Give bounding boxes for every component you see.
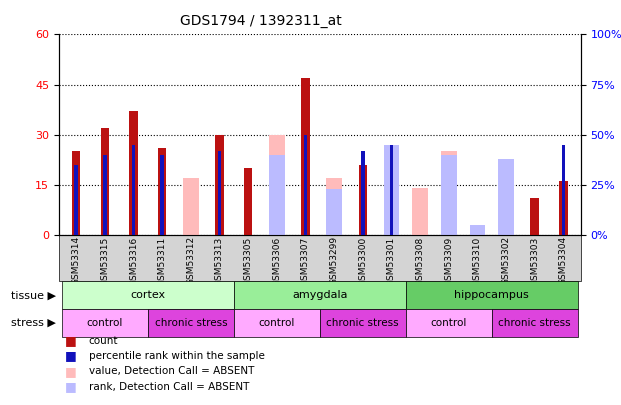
Bar xyxy=(498,159,514,235)
Bar xyxy=(387,161,396,235)
Text: stress ▶: stress ▶ xyxy=(11,318,56,328)
Bar xyxy=(498,161,514,235)
Bar xyxy=(132,145,135,235)
Bar xyxy=(358,165,367,235)
Text: chronic stress: chronic stress xyxy=(327,318,399,328)
Bar xyxy=(304,134,307,235)
Text: hippocampus: hippocampus xyxy=(455,290,529,300)
Bar xyxy=(412,188,428,235)
Bar xyxy=(75,165,78,235)
Bar xyxy=(72,151,81,235)
Text: control: control xyxy=(430,318,467,328)
Text: ■: ■ xyxy=(65,334,77,347)
Bar xyxy=(562,145,565,235)
Bar xyxy=(269,134,284,235)
Bar xyxy=(559,181,568,235)
Bar xyxy=(160,155,164,235)
Bar xyxy=(390,145,393,235)
Bar xyxy=(441,151,456,235)
Text: percentile rank within the sample: percentile rank within the sample xyxy=(89,351,265,361)
Bar xyxy=(469,225,486,235)
Text: rank, Detection Call = ABSENT: rank, Detection Call = ABSENT xyxy=(89,382,249,392)
Bar xyxy=(129,111,138,235)
Bar xyxy=(215,134,224,235)
Bar xyxy=(361,151,365,235)
Text: tissue ▶: tissue ▶ xyxy=(11,290,56,300)
Text: cortex: cortex xyxy=(130,290,165,300)
Bar xyxy=(103,155,107,235)
Bar xyxy=(244,168,253,235)
Text: value, Detection Call = ABSENT: value, Detection Call = ABSENT xyxy=(89,367,254,376)
Bar xyxy=(183,178,199,235)
Bar xyxy=(218,151,221,235)
Text: control: control xyxy=(87,318,123,328)
Bar xyxy=(301,78,310,235)
Text: ■: ■ xyxy=(65,365,77,378)
Bar xyxy=(269,155,284,235)
Text: count: count xyxy=(89,336,119,345)
Bar xyxy=(530,198,539,235)
Text: ■: ■ xyxy=(65,380,77,393)
Bar xyxy=(326,189,342,235)
Text: amygdala: amygdala xyxy=(292,290,348,300)
Text: GDS1794 / 1392311_at: GDS1794 / 1392311_at xyxy=(180,14,342,28)
Bar xyxy=(384,145,399,235)
Bar xyxy=(101,128,109,235)
Bar xyxy=(384,145,399,235)
Bar xyxy=(441,155,456,235)
Text: control: control xyxy=(258,318,295,328)
Text: ■: ■ xyxy=(65,350,77,362)
Bar xyxy=(326,178,342,235)
Text: chronic stress: chronic stress xyxy=(499,318,571,328)
Text: chronic stress: chronic stress xyxy=(155,318,227,328)
Bar xyxy=(158,148,166,235)
